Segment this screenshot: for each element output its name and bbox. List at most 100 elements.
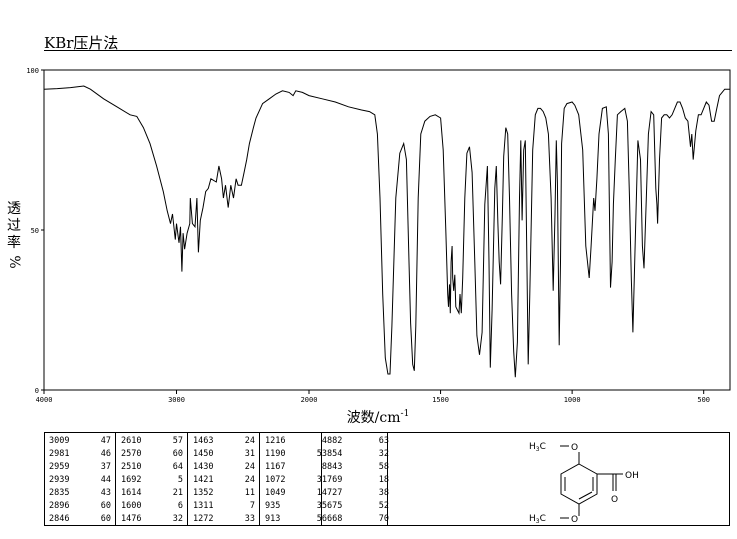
peak-transmittance: 6 (177, 501, 183, 511)
bottom-methyl-label: H3C (529, 514, 546, 525)
peak-row: 1463 24 (193, 435, 259, 448)
x-axis-label: 波数/cm-1 (347, 409, 410, 426)
peak-transmittance: 33 (244, 514, 255, 524)
x-tick-label: 3000 (168, 396, 185, 404)
peak-wavenumber: 2896 (49, 501, 70, 511)
peak-row: 854 32 (327, 448, 393, 461)
y-label-char-2: 过 (7, 218, 21, 234)
peak-row: 1614 21 (121, 487, 187, 500)
peak-row: 1476 32 (121, 513, 187, 526)
peak-row: 2846 60 (49, 513, 115, 526)
column-divider (259, 433, 260, 525)
x-tick-label: 4000 (36, 396, 53, 404)
peak-wavenumber: 935 (265, 501, 281, 511)
peak-transmittance: 46 (100, 449, 111, 459)
method-title: KBr压片法 (44, 34, 119, 52)
peak-wavenumber: 1476 (121, 514, 142, 524)
peak-row: 1421 24 (193, 474, 259, 487)
peak-wavenumber: 668 (327, 514, 343, 524)
peak-row: 2959 37 (49, 461, 115, 474)
peak-wavenumber: 2846 (49, 514, 70, 524)
peak-transmittance: 63 (378, 436, 389, 446)
peak-wavenumber: 1600 (121, 501, 142, 511)
peak-wavenumber: 882 (327, 436, 343, 446)
peak-row: 1216 4 (265, 435, 331, 448)
peak-wavenumber: 675 (327, 501, 343, 511)
peak-column: 3009 47 2981 46 2959 37 2939 44 2835 43 2896 60 2846… (49, 435, 115, 526)
peak-row: 1311 7 (193, 500, 259, 513)
peak-wavenumber: 769 (327, 475, 343, 485)
peak-row: 1692 5 (121, 474, 187, 487)
peak-row: 2896 60 (49, 500, 115, 513)
peak-wavenumber: 2959 (49, 462, 70, 472)
peak-transmittance: 47 (100, 436, 111, 446)
peak-row: 1167 8 (265, 461, 331, 474)
peak-row: 3009 47 (49, 435, 115, 448)
peak-transmittance: 60 (100, 501, 111, 511)
peak-transmittance: 52 (378, 501, 389, 511)
peak-wavenumber: 1614 (121, 488, 142, 498)
peak-wavenumber: 854 (327, 449, 343, 459)
peak-transmittance: 64 (172, 462, 183, 472)
peak-wavenumber: 2570 (121, 449, 142, 459)
column-divider (115, 433, 116, 525)
peak-row: 2570 60 (121, 448, 187, 461)
page-header: KBr压片法 (44, 32, 732, 52)
peak-transmittance: 70 (378, 514, 389, 524)
peak-transmittance: 32 (378, 449, 389, 459)
peak-transmittance: 21 (172, 488, 183, 498)
peak-row: 675 52 (327, 500, 393, 513)
peak-wavenumber: 1430 (193, 462, 214, 472)
spectrum-line (43, 85, 730, 378)
peak-wavenumber: 2981 (49, 449, 70, 459)
peak-wavenumber: 1463 (193, 436, 214, 446)
peak-transmittance: 5 (177, 475, 183, 485)
peak-transmittance: 60 (172, 449, 183, 459)
peak-row: 2939 44 (49, 474, 115, 487)
peak-transmittance: 24 (244, 462, 255, 472)
peak-wavenumber: 843 (327, 462, 343, 472)
peak-transmittance: 24 (244, 475, 255, 485)
ir-spectrum-chart: 4000 3000 2000 1500 1000 500 0 50 100 波数/cm-1 透 … (6, 67, 731, 426)
x-tick-label: 1500 (432, 396, 449, 404)
x-tick-label: 2000 (301, 396, 318, 404)
peak-transmittance: 18 (378, 475, 389, 485)
peak-wavenumber: 1421 (193, 475, 214, 485)
peak-row: 2981 46 (49, 448, 115, 461)
bottom-oxygen-label: O (571, 515, 578, 525)
peak-transmittance: 7 (249, 501, 255, 511)
x-tick-label: 500 (697, 396, 710, 404)
x-tick-label: 1000 (564, 396, 581, 404)
peak-wavenumber: 2510 (121, 462, 142, 472)
peak-transmittance: 38 (378, 488, 389, 498)
peak-row: 2510 64 (121, 461, 187, 474)
peak-wavenumber: 3009 (49, 436, 70, 446)
column-divider (187, 433, 188, 525)
peak-row: 882 63 (327, 435, 393, 448)
peak-wavenumber: 1216 (265, 436, 286, 446)
peak-transmittance: 57 (172, 436, 183, 446)
peak-column: 1463 24 1450 31 1430 24 1421 24 1352 11 1311 7 1272 3… (193, 435, 259, 526)
peak-row: 843 58 (327, 461, 393, 474)
peak-wavenumber: 1311 (193, 501, 214, 511)
peak-transmittance: 44 (100, 475, 111, 485)
y-axis-label: 透 过 率 % (6, 201, 22, 269)
top-methyl-label: H3C (529, 442, 546, 453)
peak-wavenumber: 2610 (121, 436, 142, 446)
peak-column: 882 63 854 32 843 58 769 18 727 38 675 52 668 70 (327, 435, 393, 526)
peak-transmittance: 60 (100, 514, 111, 524)
peak-wavenumber: 2835 (49, 488, 70, 498)
peak-transmittance: 4 (321, 436, 327, 446)
3,5-dimethoxybenzoic-acid-structure-icon: H3C O H3C O OH O (433, 433, 729, 525)
y-tick-label: 100 (26, 67, 39, 75)
peak-transmittance: 31 (244, 449, 255, 459)
top-oxygen-label: O (571, 443, 578, 453)
peak-row: 1272 33 (193, 513, 259, 526)
peak-row: 1352 11 (193, 487, 259, 500)
peak-row: 1450 31 (193, 448, 259, 461)
peak-wavenumber: 913 (265, 514, 281, 524)
peak-transmittance: 43 (100, 488, 111, 498)
peak-wavenumber: 1167 (265, 462, 286, 472)
peak-wavenumber: 1190 (265, 449, 286, 459)
column-divider (387, 433, 388, 525)
